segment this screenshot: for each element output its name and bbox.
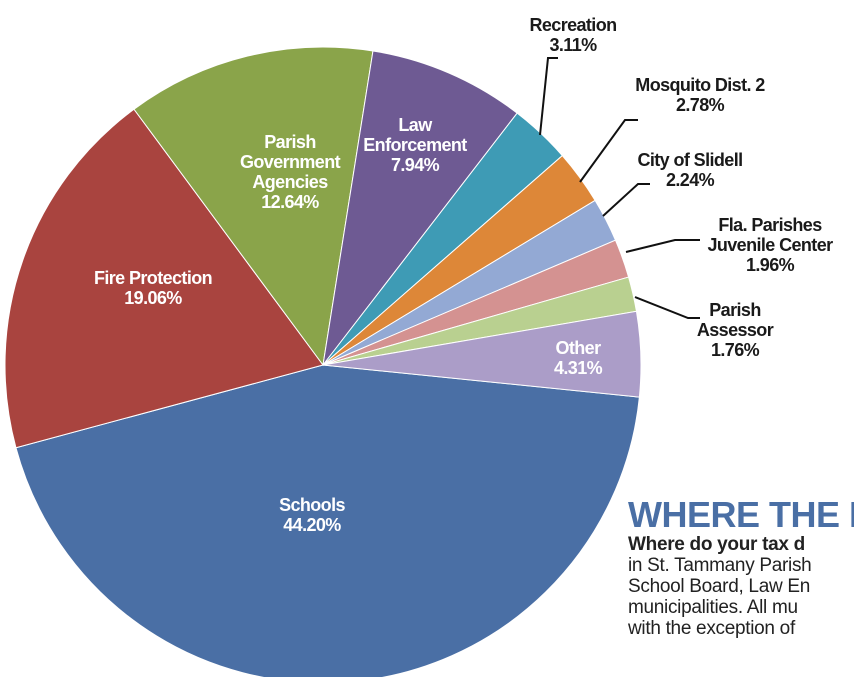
article-line: municipalities. All mu	[628, 597, 798, 618]
slice-label: Law Enforcement 7.94%	[360, 115, 470, 175]
category-label: Law Enforcement	[363, 115, 467, 155]
leader-line	[634, 296, 700, 319]
category-label: Parish Assessor	[696, 300, 774, 340]
category-label: Parish Government Agencies	[239, 132, 341, 192]
article-line: in St. Tammany Parish	[628, 555, 812, 576]
slice-label: Parish Assessor 1.76%	[690, 300, 780, 360]
slice-label: Other 4.31%	[538, 338, 618, 378]
pie-slice	[15, 364, 640, 677]
leader-line	[539, 57, 558, 136]
value-label: 3.11%	[549, 35, 597, 55]
value-label: 12.64%	[261, 192, 319, 212]
leader-line	[625, 239, 700, 253]
slice-label: Mosquito Dist. 2 2.78%	[610, 75, 790, 115]
leader-line	[602, 183, 650, 217]
slice-label: Parish Government Agencies 12.64%	[235, 132, 345, 212]
slice-label: City of Slidell 2.24%	[620, 150, 760, 190]
value-label: 1.96%	[745, 255, 795, 275]
category-label: Schools	[279, 495, 345, 515]
article-line: Where do your tax d	[628, 534, 805, 555]
leader-line	[579, 119, 638, 183]
category-label: City of Slidell	[637, 150, 743, 170]
slice-label: Schools 44.20%	[252, 495, 372, 535]
category-label: Other	[555, 338, 601, 358]
pie-slice	[322, 310, 642, 398]
category-label: Fla. Parishes Juvenile Center	[707, 215, 833, 255]
slice-label: Recreation 3.11%	[518, 15, 628, 55]
value-label: 7.94%	[390, 155, 440, 175]
value-label: 4.31%	[553, 358, 603, 378]
value-label: 1.76%	[710, 340, 760, 360]
article-line: with the exception of	[628, 618, 795, 639]
slice-label: Fla. Parishes Juvenile Center 1.96%	[700, 215, 840, 275]
value-label: 2.78%	[675, 95, 725, 115]
article-excerpt: WHERE THE M Where do your tax d in St. Ta…	[628, 496, 854, 677]
value-label: 2.24%	[665, 170, 715, 190]
pie-slice	[133, 46, 374, 367]
pie-slice	[322, 50, 518, 366]
pie-slice	[4, 108, 324, 449]
slice-label: Fire Protection 19.06%	[88, 268, 218, 308]
article-heading: WHERE THE M	[628, 496, 854, 535]
value-label: 19.06%	[124, 288, 182, 308]
value-label: 44.20%	[283, 515, 341, 535]
article-line: School Board, Law En	[628, 576, 811, 597]
category-label: Mosquito Dist. 2	[635, 75, 765, 95]
category-label: Recreation	[529, 15, 617, 35]
category-label: Fire Protection	[93, 268, 213, 288]
